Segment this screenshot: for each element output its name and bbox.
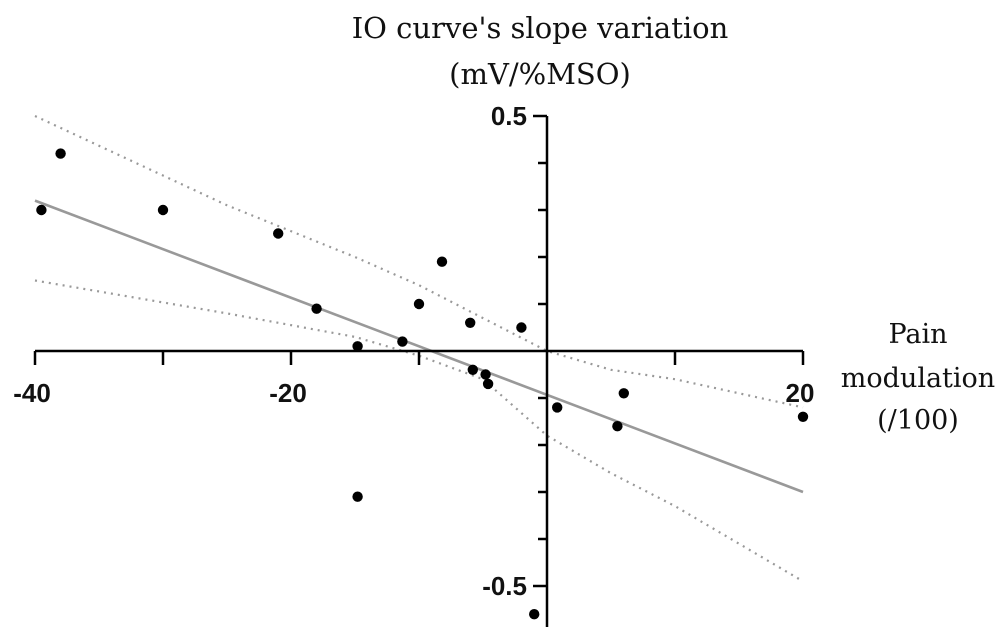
data-point [618,388,629,399]
data-point [552,402,563,413]
data-point [397,336,408,347]
data-point [352,491,363,502]
y-ticks [533,114,547,588]
x-tick-label: 20 [786,378,815,408]
data-point [467,364,478,375]
tick-labels: -40 -20 20 0.5 -0.5 [13,101,814,601]
data-point [516,322,527,333]
data-point [480,369,491,380]
data-point [465,317,476,328]
y-tick-label: -0.5 [482,571,527,601]
confidence-bands [34,115,804,583]
x-axis-title-line-2: modulation [841,363,995,394]
data-point [311,303,322,314]
data-point [482,378,494,390]
x-tick-label: -40 [13,378,51,408]
lower-confidence-band [34,279,804,583]
y-tick-label: 0.5 [491,101,527,131]
x-axis-title-line-3: (/100) [877,405,959,436]
data-point [413,298,425,310]
data-point [36,204,47,216]
y-axis-title-line-2: (mV/%MSO) [449,57,631,91]
data-point [612,421,623,432]
data-point [529,609,540,620]
x-ticks [33,351,805,365]
data-point [55,148,66,159]
data-points [36,148,809,620]
x-tick-label: -20 [269,378,307,408]
axes [33,114,805,627]
data-point [797,411,809,422]
data-point [157,204,169,216]
data-point [436,256,448,267]
data-point [352,341,363,352]
upper-confidence-band [34,115,804,409]
regression-line [34,199,804,494]
y-axis-title-line-1: IO curve's slope variation [352,11,729,45]
x-axis-title-line-1: Pain [888,319,947,350]
data-point [273,228,284,239]
